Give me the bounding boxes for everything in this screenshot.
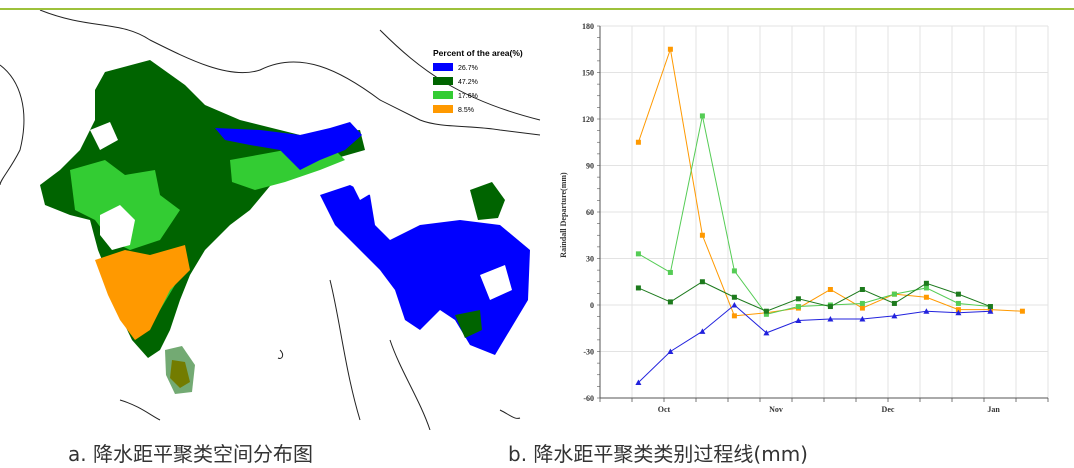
map-legend: Percent of the area(%) 26.7% 47.2% 17.6%…	[433, 48, 523, 114]
region-orange	[95, 245, 190, 340]
y-tick-label: 60	[586, 208, 594, 217]
series	[635, 46, 1025, 385]
data-point	[859, 305, 865, 311]
data-point	[859, 315, 866, 322]
y-tick-label: 90	[586, 162, 594, 171]
axes: -60 -30 0 30 60 90 120 150 180 Oct Nov Dec Jan	[582, 22, 1049, 414]
data-point	[667, 299, 673, 305]
data-point	[635, 251, 641, 257]
data-point	[859, 287, 865, 292]
legend-label-2: 47.2%	[458, 79, 478, 86]
data-point	[699, 232, 705, 238]
x-month-label: Oct	[658, 405, 671, 414]
data-point	[763, 329, 770, 336]
legend-title: Percent of the area(%)	[433, 48, 523, 58]
data-point	[891, 291, 897, 297]
line-chart: -60 -30 0 30 60 90 120 150 180 Oct Nov Dec Jan Raind…	[559, 22, 1049, 414]
series-line-2	[638, 115, 991, 315]
data-point	[1019, 308, 1025, 314]
grid	[599, 25, 1049, 399]
data-point	[699, 279, 705, 285]
data-point	[667, 269, 673, 275]
legend-label-3: 17.6%	[458, 93, 478, 100]
data-point	[699, 113, 705, 119]
data-point	[955, 300, 961, 306]
data-point	[763, 311, 769, 317]
y-tick-label: 180	[582, 22, 594, 31]
cluster-map: Percent of the area(%) 26.7% 47.2% 17.6%…	[0, 10, 541, 430]
series-line-3	[638, 281, 991, 312]
y-tick-label: 30	[586, 255, 594, 264]
data-point	[923, 285, 929, 291]
data-point	[827, 315, 834, 322]
data-point	[987, 308, 994, 314]
data-point	[955, 309, 962, 316]
data-point	[731, 294, 737, 300]
legend-swatch-1	[433, 63, 453, 71]
series-line-4	[638, 304, 991, 383]
y-tick-label: 150	[582, 69, 594, 78]
data-point	[891, 300, 897, 306]
legend-swatch-4	[433, 105, 453, 113]
y-tick-label: -30	[583, 348, 594, 357]
region-light-green	[70, 160, 180, 250]
data-point	[827, 304, 833, 310]
data-point	[795, 304, 801, 310]
caption-map: a. 降水距平聚类空间分布图	[68, 442, 313, 466]
data-point	[635, 139, 641, 145]
data-point	[955, 291, 961, 297]
data-point	[859, 300, 865, 306]
data-point	[731, 302, 738, 308]
legend-label-4: 8.5%	[458, 107, 474, 114]
y-axis-title: Raindall Departure(mm)	[559, 172, 568, 258]
data-point	[667, 348, 674, 354]
legend-label-1: 26.7%	[458, 65, 478, 72]
y-tick-label: -60	[583, 394, 594, 403]
data-point	[955, 307, 961, 313]
data-point	[699, 328, 706, 334]
data-point	[891, 312, 898, 319]
country-outlines	[0, 10, 541, 430]
legend-swatch-2	[433, 77, 453, 85]
data-point	[795, 317, 802, 323]
data-point	[667, 46, 673, 52]
y-tick-label: 120	[582, 115, 594, 124]
data-point	[923, 280, 929, 286]
data-point	[987, 304, 993, 310]
legend-swatch-3	[433, 91, 453, 99]
y-tick-label: 0	[590, 301, 594, 310]
data-point	[731, 268, 737, 274]
data-point	[827, 287, 833, 292]
top-rule	[0, 8, 1074, 10]
caption-chart: b. 降水距平聚类类别过程线(mm)	[508, 442, 808, 466]
data-point	[731, 313, 737, 319]
data-point	[763, 308, 769, 314]
x-month-label: Nov	[769, 405, 783, 414]
data-point	[923, 308, 930, 314]
data-point	[635, 285, 641, 291]
data-point	[923, 294, 929, 300]
region-blue	[215, 122, 362, 170]
x-month-label: Jan	[987, 405, 1000, 414]
x-month-label: Dec	[882, 405, 895, 414]
data-point	[795, 296, 801, 302]
data-point	[635, 379, 642, 385]
